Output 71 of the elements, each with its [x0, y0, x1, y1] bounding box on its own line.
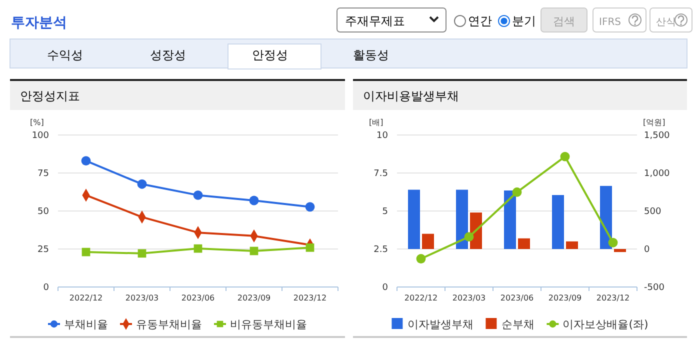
- text: 산식: [656, 17, 676, 28]
- x-tick-label: 2022/12: [404, 294, 438, 303]
- point: [305, 202, 315, 212]
- y-tick-label: 0: [43, 282, 50, 293]
- legend-label: 이자보상배율(좌): [562, 318, 648, 331]
- bar: [552, 195, 564, 249]
- point: [250, 246, 258, 256]
- x-tick-label: 2023/09: [548, 294, 582, 303]
- bar: [566, 241, 578, 249]
- legend-label: 순부채: [502, 318, 535, 331]
- bar: [504, 190, 516, 249]
- text: 분기: [512, 14, 536, 28]
- text: 연간: [468, 14, 492, 28]
- text: 안정성: [252, 48, 288, 62]
- y-tick-label: 2.5: [374, 244, 388, 255]
- bar: [600, 186, 612, 249]
- legend-label: 부채비율: [64, 318, 108, 331]
- y2-tick-label: -500: [644, 282, 665, 293]
- point: [81, 156, 91, 166]
- y2-axis-title: [억원]: [643, 118, 666, 127]
- x-tick-label: 2023/06: [500, 294, 534, 303]
- chart-title: 안정성지표: [20, 89, 80, 103]
- point: [249, 196, 259, 206]
- point: [464, 232, 474, 242]
- point: [306, 243, 314, 252]
- text: 투자분석: [11, 15, 67, 31]
- text: 검색: [553, 15, 575, 28]
- x-tick-label: 2023/12: [293, 294, 327, 303]
- point: [194, 244, 202, 253]
- point: [560, 152, 570, 162]
- bar: [614, 249, 626, 252]
- point: [138, 249, 146, 258]
- y-tick-label: 0: [382, 282, 388, 293]
- legend-label: 이자발생부채: [408, 318, 474, 331]
- x-tick-label: 2022/12: [69, 294, 103, 303]
- y-tick-label: 50: [38, 206, 50, 217]
- y-tick-label: 75: [38, 168, 49, 179]
- y-axis-title: [배]: [369, 118, 384, 127]
- x-tick-label: 2023/06: [181, 294, 215, 303]
- point: [137, 179, 147, 189]
- y-tick-label: 10: [376, 130, 388, 141]
- text: 활동성: [353, 48, 389, 62]
- chart-title: 이자비용발생부채: [363, 89, 459, 103]
- y2-tick-label: 1,500: [644, 130, 670, 141]
- point: [82, 248, 90, 256]
- legend-label: 비유동부채비율: [230, 318, 307, 331]
- y-tick-label: 25: [38, 244, 49, 255]
- x-tick-label: 2023/03: [452, 294, 486, 303]
- point: [512, 187, 522, 197]
- point: [193, 190, 203, 200]
- bar: [422, 234, 434, 249]
- text: 수익성: [47, 48, 83, 62]
- x-tick-label: 2023/03: [125, 294, 159, 303]
- text: IFRS: [599, 17, 621, 28]
- text: 성장성: [150, 48, 186, 62]
- bar: [408, 190, 420, 249]
- y-axis-title: [%]: [30, 118, 44, 127]
- y2-tick-label: 500: [644, 206, 662, 217]
- point: [416, 254, 426, 264]
- legend-label: 유동부채비율: [136, 318, 202, 331]
- y-tick-label: 5: [382, 206, 388, 217]
- dropdown-field: 주재무제표: [336, 8, 446, 32]
- y-tick-label: 100: [32, 130, 50, 141]
- x-tick-label: 2023/09: [237, 294, 271, 303]
- bar: [518, 238, 530, 249]
- point: [608, 238, 618, 248]
- y2-tick-label: 1,000: [644, 168, 670, 179]
- y2-tick-label: 0: [644, 244, 650, 255]
- bar: [456, 190, 468, 249]
- x-tick-label: 2023/12: [596, 294, 630, 303]
- y-tick-label: 7.5: [374, 168, 388, 179]
